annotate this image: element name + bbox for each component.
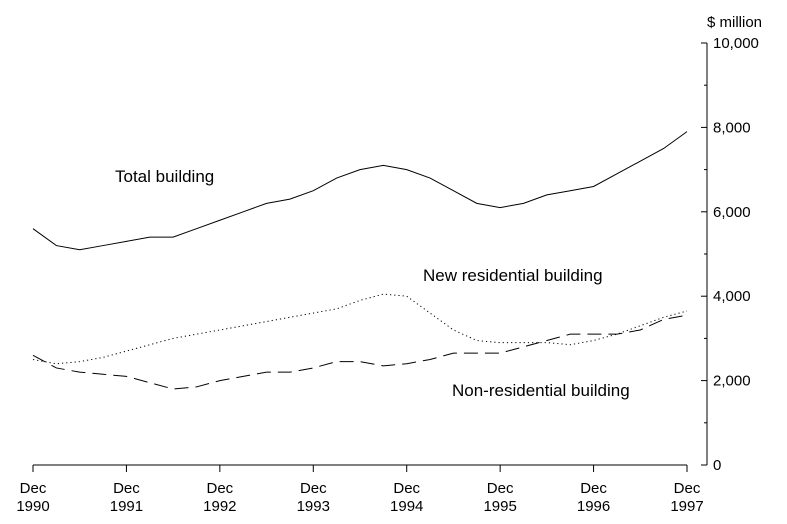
x-tick-label: Dec 1996 bbox=[577, 480, 610, 515]
x-tick-label: Dec 1993 bbox=[297, 480, 330, 515]
x-tick-label: Dec 1994 bbox=[390, 480, 423, 515]
series-label: New residential building bbox=[423, 266, 603, 285]
x-tick-label: Dec 1995 bbox=[483, 480, 516, 515]
x-tick-label: Dec 1990 bbox=[16, 480, 49, 515]
y-tick-label: 8,000 bbox=[713, 119, 751, 136]
y-tick-label: 6,000 bbox=[713, 204, 751, 221]
series-line bbox=[32, 314, 688, 390]
x-tick-label: Dec 1992 bbox=[203, 480, 236, 515]
series-line bbox=[32, 131, 688, 251]
y-tick-label: 10,000 bbox=[713, 35, 759, 52]
y-axis-label: $ million bbox=[707, 14, 762, 31]
series-label: Non-residential building bbox=[452, 381, 630, 400]
x-tick-label: Dec 1997 bbox=[670, 480, 703, 515]
series-label: Total building bbox=[115, 167, 214, 186]
x-tick-label: Dec 1991 bbox=[110, 480, 143, 515]
series-line bbox=[32, 293, 688, 365]
y-tick-label: 0 bbox=[713, 457, 721, 474]
y-tick-label: 4,000 bbox=[713, 288, 751, 305]
y-tick-label: 2,000 bbox=[713, 373, 751, 390]
